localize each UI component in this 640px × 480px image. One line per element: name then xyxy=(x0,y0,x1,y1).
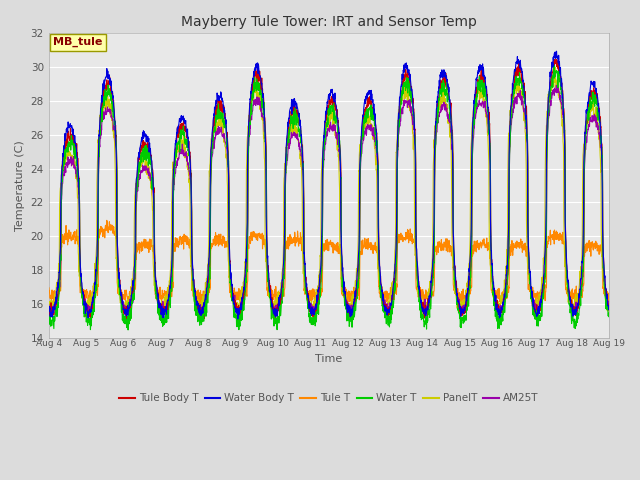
Y-axis label: Temperature (C): Temperature (C) xyxy=(15,140,25,231)
Text: MB_tule: MB_tule xyxy=(53,37,102,48)
Title: Mayberry Tule Tower: IRT and Sensor Temp: Mayberry Tule Tower: IRT and Sensor Temp xyxy=(181,15,477,29)
Legend: Tule Body T, Water Body T, Tule T, Water T, PanelT, AM25T: Tule Body T, Water Body T, Tule T, Water… xyxy=(115,389,543,408)
X-axis label: Time: Time xyxy=(316,354,342,364)
